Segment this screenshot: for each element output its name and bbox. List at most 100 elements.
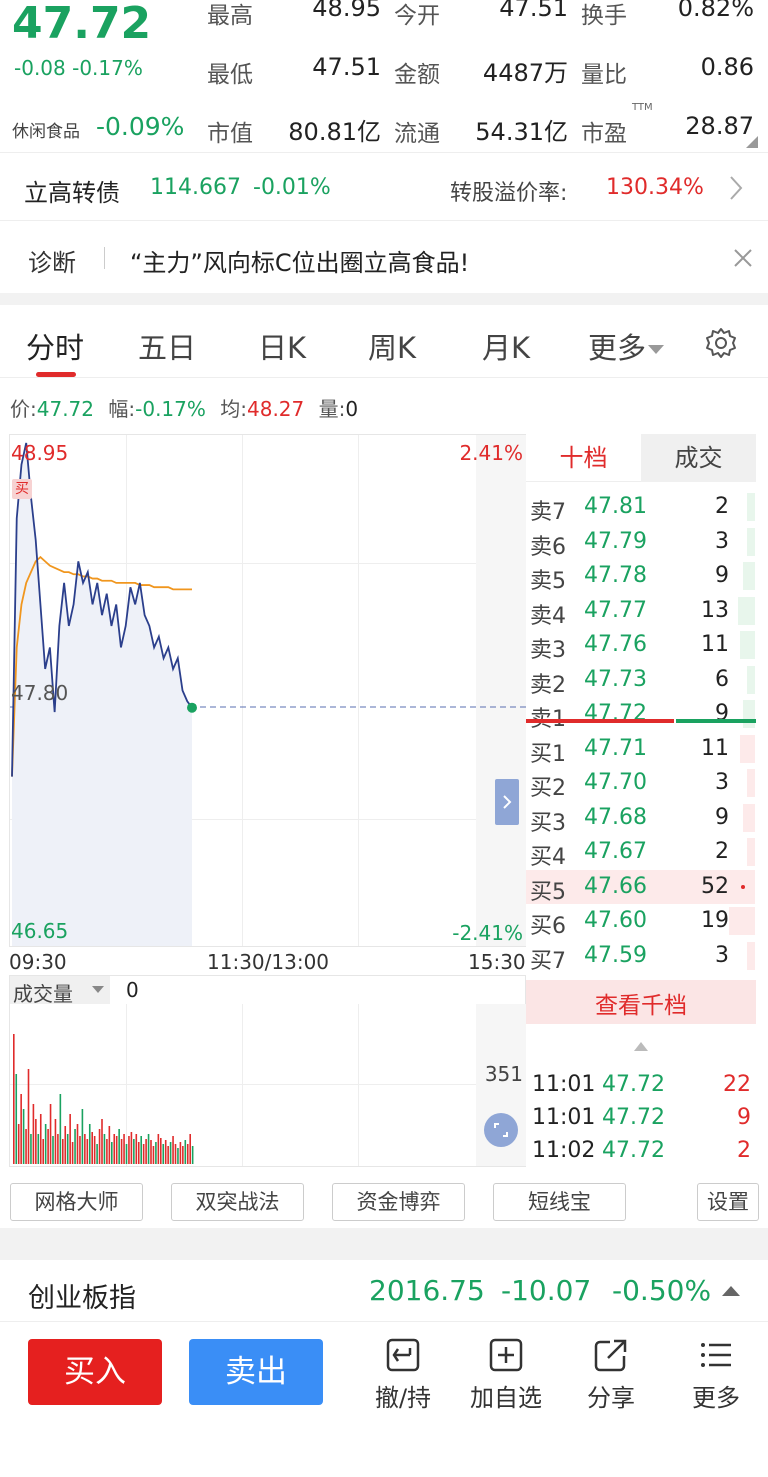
bid-row[interactable]: 买6 47.60 19 (526, 904, 755, 939)
buy-button[interactable]: 买入 (28, 1339, 162, 1405)
index-ticker[interactable]: 创业板指 2016.75 -10.07 -0.50% (0, 1262, 768, 1322)
volume-bar (84, 1134, 86, 1164)
bid-row[interactable]: 买4 47.67 2 (526, 835, 755, 870)
volume-bar (743, 803, 755, 832)
bid-row[interactable]: 买3 47.68 9 (526, 801, 755, 836)
volume-bar (152, 1146, 155, 1164)
tools-settings-button[interactable]: 设置 (697, 1183, 759, 1221)
view-thousand-levels-label: 查看千档 (595, 993, 687, 1019)
cancel-hold-action[interactable]: 撤/持 (358, 1336, 448, 1413)
ask-row[interactable]: 卖4 47.77 13 (526, 594, 755, 629)
grid-line (10, 1084, 525, 1085)
level-volume: 3 (715, 942, 729, 968)
more-action[interactable]: 更多 (671, 1336, 761, 1413)
chart-period-tabs: 分时 五日 日K 周K 月K 更多 (0, 305, 768, 378)
volume-bar (743, 562, 755, 590)
level-volume: 11 (701, 632, 729, 657)
volume-selector[interactable] (10, 976, 110, 1004)
add-watchlist-action[interactable]: 加自选 (461, 1336, 551, 1413)
ask-row[interactable]: 卖147.729 (526, 697, 755, 732)
bid-row[interactable]: 买7 47.59 3 (526, 939, 755, 974)
trade-row: 11:01 47.72 22 (526, 1069, 755, 1102)
tab-weekly-k[interactable]: 周K (368, 331, 417, 365)
tab-ten-levels[interactable]: 十档 (526, 434, 641, 482)
level-price: 47.79 (584, 528, 647, 554)
bid-row[interactable]: 买5 47.66 52 (526, 869, 755, 905)
volume-bar (76, 1124, 79, 1164)
tab-trades[interactable]: 成交 (641, 434, 756, 482)
y-mid-label: 47.80 (11, 681, 69, 705)
volume-bar (186, 1144, 189, 1164)
tool-buttons: 网格大师 双突战法 资金博弈 短线宝 设置 (0, 1183, 768, 1223)
volume-bar (145, 1139, 147, 1164)
buy-marker[interactable]: 买 (12, 479, 32, 499)
view-thousand-levels-button[interactable]: 查看千档 (526, 980, 756, 1024)
avg-label: 均: (220, 397, 247, 421)
fullscreen-button[interactable] (484, 1113, 518, 1147)
ask-row[interactable]: 卖3 47.76 11 (526, 628, 755, 663)
grid-line (358, 435, 359, 946)
bid-row[interactable]: 买1 47.71 11 (526, 732, 755, 767)
level-label: 买2 (530, 776, 566, 801)
grid-line (126, 1004, 127, 1166)
amp-label: 幅: (108, 397, 136, 421)
vol-value: 0 (345, 397, 359, 421)
x-label-open: 09:30 (9, 950, 67, 974)
trade-volume: 9 (737, 1105, 751, 1130)
ask-row[interactable]: 卖2 47.73 6 (526, 663, 755, 698)
expand-up-icon[interactable] (722, 1285, 740, 1297)
chart-right-shade (476, 435, 526, 946)
bond-price: 114.667 (150, 175, 241, 200)
tab-intraday[interactable]: 分时 (26, 331, 85, 365)
ask-row[interactable]: 卖5 47.78 9 (526, 559, 755, 594)
current-price: 47.72 (12, 0, 152, 49)
avg-value: 48.27 (247, 397, 305, 421)
tab-monthly-k[interactable]: 月K (482, 331, 531, 365)
expand-panel-button[interactable] (495, 779, 519, 825)
capital-game-button[interactable]: 资金博弈 (332, 1183, 465, 1221)
level-volume: 6 (715, 666, 729, 692)
tab-five-day[interactable]: 五日 (138, 331, 197, 365)
stat-label: 最低 (207, 62, 253, 88)
volume-bar (172, 1136, 174, 1164)
cancel-order-icon (386, 1338, 420, 1372)
stat-value: 47.51 (312, 53, 381, 81)
trade-row: 11:01 47.72 9 (526, 1102, 755, 1135)
volume-bar (150, 1140, 152, 1164)
grid-master-button[interactable]: 网格大师 (10, 1183, 143, 1221)
stat-value: 54.31亿 (475, 118, 568, 146)
stat-label: 市盈 (581, 121, 627, 147)
convertible-bond-row[interactable]: 立高转债 114.667 -0.01% 转股溢价率: 130.34% (0, 153, 768, 221)
scroll-up-icon[interactable] (634, 1042, 648, 1052)
tab-more[interactable]: 更多 (588, 325, 665, 367)
tab-daily-k[interactable]: 日K (258, 331, 307, 365)
level-label: 买5 (530, 879, 566, 905)
share-action[interactable]: 分享 (566, 1336, 656, 1413)
close-icon[interactable] (733, 248, 753, 268)
volume-max-label: 351 (484, 1062, 523, 1086)
sector-change: -0.09% (96, 112, 185, 141)
volume-bar (747, 941, 755, 970)
settings-gear-icon[interactable] (705, 327, 737, 359)
stat-label: 量比 (581, 62, 627, 88)
intraday-chart[interactable]: 48.95 买 47.80 46.65 2.41% -2.41% (9, 434, 527, 947)
volume-bar (142, 1144, 145, 1164)
volume-chart[interactable]: 成交量 0 351 (9, 975, 526, 1167)
bid-row[interactable]: 买2 47.70 3 (526, 766, 755, 801)
volume-bar (22, 1109, 25, 1164)
short-term-button[interactable]: 短线宝 (493, 1183, 626, 1221)
level-volume: 2 (715, 494, 729, 519)
volume-bar (737, 596, 755, 625)
diagnosis-banner[interactable]: 诊断 “主力”风向标C位出圈立高食品! (0, 221, 768, 293)
corner-expand-icon[interactable] (746, 136, 758, 148)
index-change-pct: -0.50% (612, 1274, 712, 1307)
sector-name[interactable]: 休闲食品 (12, 122, 80, 142)
volume-bar (42, 1139, 44, 1164)
price-line-svg (10, 442, 527, 946)
ask-row[interactable]: 卖7 47.81 2 (526, 490, 755, 525)
ask-row[interactable]: 卖6 47.79 3 (526, 525, 755, 560)
level-label: 买1 (530, 741, 566, 767)
more-menu-icon (701, 1343, 731, 1367)
sell-button[interactable]: 卖出 (189, 1339, 323, 1405)
double-breakout-button[interactable]: 双突战法 (171, 1183, 304, 1221)
